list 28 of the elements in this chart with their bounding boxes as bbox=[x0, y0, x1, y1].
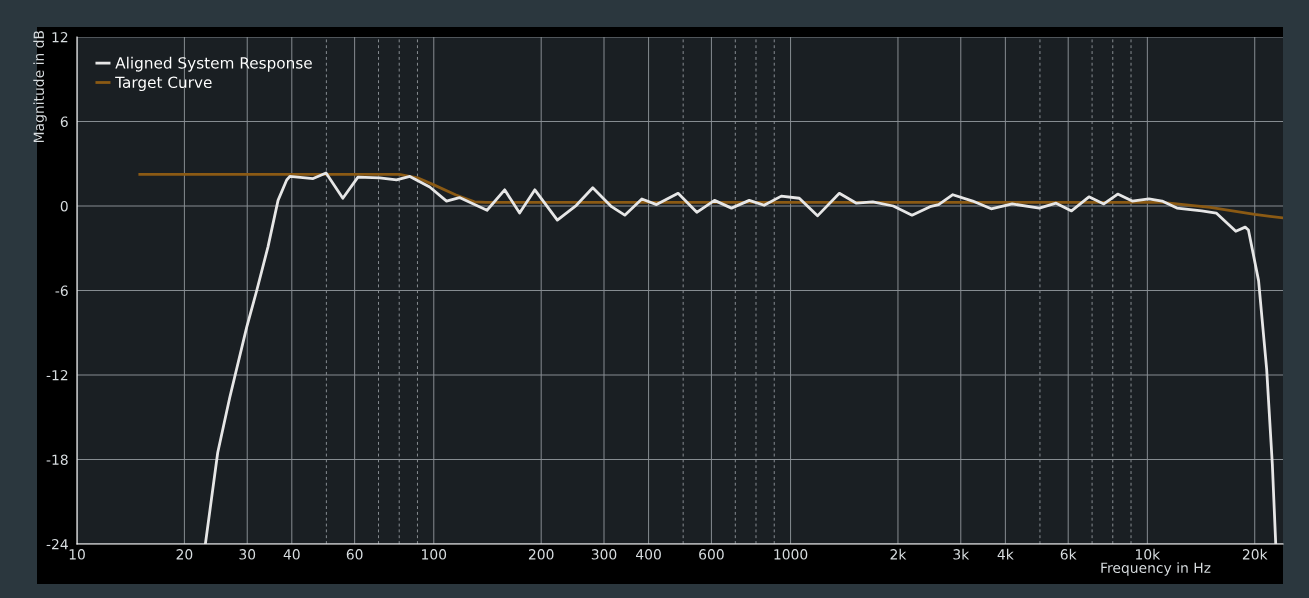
legend-label: Aligned System Response bbox=[115, 56, 312, 72]
x-tick-label: 3k bbox=[953, 548, 970, 560]
x-tick-label: 30 bbox=[239, 549, 256, 560]
x-tick-label: 2k bbox=[890, 548, 907, 560]
y-axis-title: Magnitude in dB bbox=[33, 30, 47, 143]
x-tick-label: 100 bbox=[422, 549, 447, 560]
y-tick-label: -18 bbox=[46, 454, 68, 465]
x-tick-label: 60 bbox=[346, 549, 363, 560]
x-tick-label: 600 bbox=[699, 549, 724, 560]
y-tick-label: 6 bbox=[60, 116, 68, 127]
x-tick-label: 1000 bbox=[774, 549, 808, 560]
legend-label: Target Curve bbox=[115, 76, 212, 92]
x-tick-label: 300 bbox=[591, 549, 617, 560]
y-tick-label: -12 bbox=[46, 369, 68, 381]
x-tick-label: 400 bbox=[636, 549, 661, 560]
y-tick-label: -6 bbox=[55, 285, 68, 296]
x-tick-label: 20 bbox=[176, 549, 193, 560]
x-tick-label: 6k bbox=[1060, 548, 1077, 560]
x-tick-label: 40 bbox=[283, 549, 300, 560]
y-tick-label: 12 bbox=[52, 31, 68, 43]
y-tick-label: 0 bbox=[60, 200, 68, 212]
x-tick-label: 10k bbox=[1136, 548, 1161, 560]
x-tick-label: 4k bbox=[997, 548, 1014, 560]
x-tick-label: 20k bbox=[1242, 548, 1268, 560]
x-axis-title: Frequency in Hz bbox=[1101, 562, 1211, 576]
x-tick-label: 200 bbox=[528, 549, 554, 560]
x-tick-label: 10 bbox=[69, 549, 85, 560]
y-tick-label: -24 bbox=[46, 538, 68, 550]
